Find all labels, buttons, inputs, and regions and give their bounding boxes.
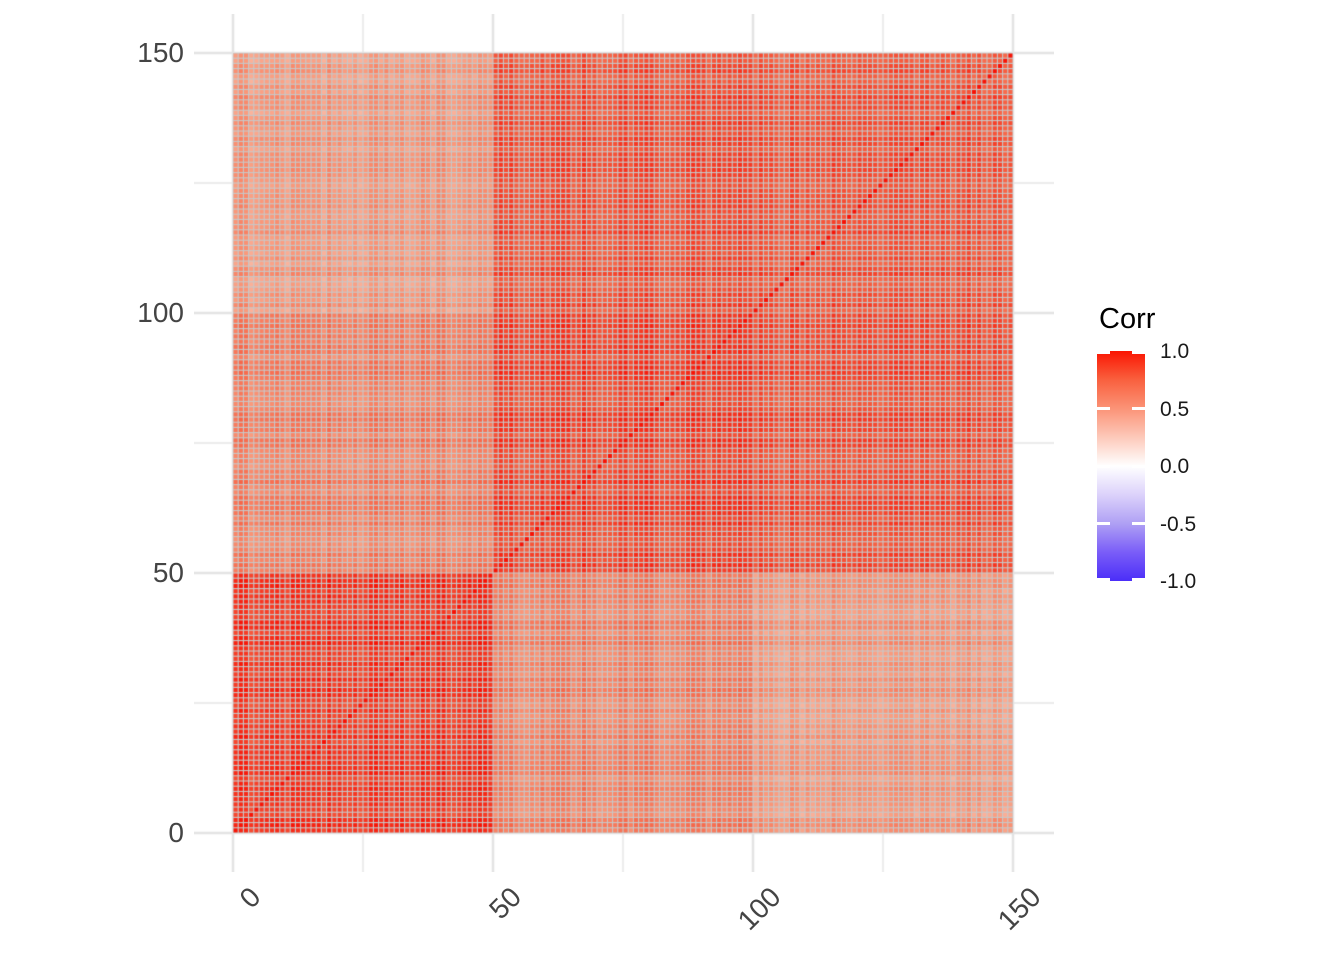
legend-tick-label: -1.0	[1160, 570, 1197, 593]
legend-colorbar-break-tick	[1097, 407, 1110, 410]
legend-colorbar-break-tick	[1097, 464, 1110, 468]
heatmap-panel-canvas	[194, 14, 1054, 872]
x-axis-tick-label: 50	[482, 881, 527, 925]
legend-colorbar-break-tick	[1097, 578, 1110, 581]
legend-colorbar-break-tick	[1132, 407, 1145, 410]
legend-tick-label: 1.0	[1160, 340, 1190, 363]
legend-colorbar-break-tick	[1097, 351, 1110, 354]
legend-colorbar-break-tick	[1132, 522, 1145, 525]
legend-tick-label: -0.5	[1160, 512, 1197, 536]
y-axis-tick-label: 100	[137, 297, 184, 328]
y-axis-tick-label: 50	[152, 557, 184, 588]
x-axis-tick-label: 100	[731, 881, 787, 936]
legend-tick-label: 0.5	[1160, 397, 1190, 421]
x-axis-tick-label: 0	[233, 881, 267, 914]
y-axis-tick-label: 150	[137, 37, 184, 68]
legend: Corr 1.0 0.5 0.0 -0.5 -1.0	[1090, 300, 1270, 600]
legend-title: Corr	[1099, 303, 1156, 335]
legend-colorbar-break-tick	[1132, 464, 1145, 468]
legend-colorbar-break-tick	[1132, 578, 1145, 581]
y-axis-tick-label: 0	[168, 817, 184, 848]
legend-colorbar-break-tick	[1097, 522, 1110, 525]
x-axis-tick-label: 150	[991, 881, 1047, 936]
legend-tick-label: 0.0	[1160, 455, 1190, 478]
legend-colorbar-break-tick	[1132, 351, 1145, 354]
legend-colorbar	[1097, 351, 1145, 581]
